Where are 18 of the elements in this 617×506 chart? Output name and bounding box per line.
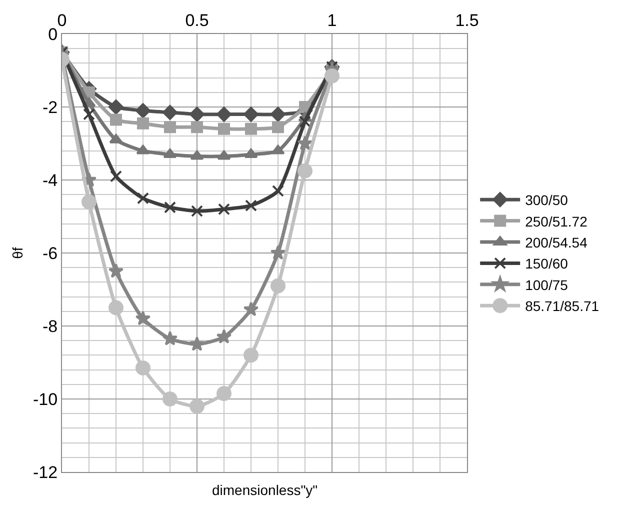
y-tick-label: -10 bbox=[33, 390, 58, 409]
y-tick-label: 0 bbox=[48, 24, 58, 44]
y-tick-label: -8 bbox=[42, 316, 58, 336]
y-axis-title: θf bbox=[10, 247, 26, 259]
x-tick-label: 1 bbox=[327, 11, 337, 30]
x-axis-title: dimensionless"y" bbox=[212, 482, 318, 498]
y-tick-label: -2 bbox=[42, 98, 58, 117]
legend-label: 200/54.54 bbox=[525, 234, 588, 250]
legend-label: 100/75 bbox=[525, 276, 568, 293]
legend-label: 85.71/85.71 bbox=[525, 298, 600, 314]
legend-label: 150/60 bbox=[525, 256, 568, 272]
x-tick-label: 0.5 bbox=[185, 11, 209, 30]
y-tick-label: -12 bbox=[33, 462, 58, 482]
legend-label: 300/50 bbox=[525, 192, 568, 208]
y-tick-label: -6 bbox=[42, 244, 58, 263]
legend-label: 250/51.72 bbox=[525, 213, 588, 230]
x-tick-label: 1.5 bbox=[455, 11, 479, 30]
y-tick-label: -4 bbox=[42, 170, 58, 190]
